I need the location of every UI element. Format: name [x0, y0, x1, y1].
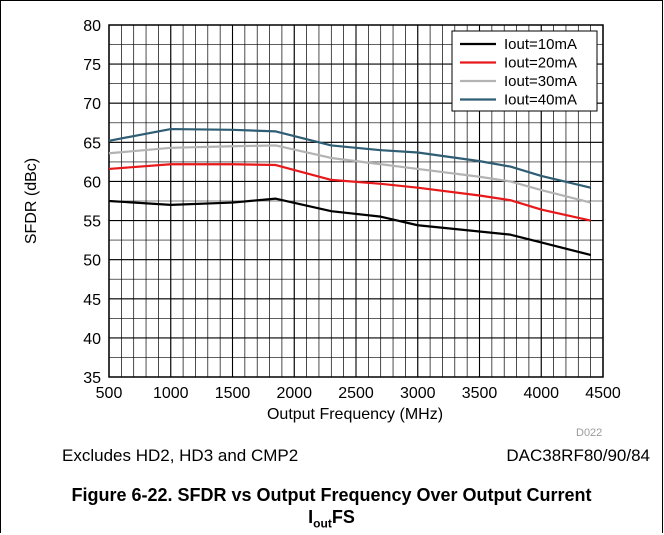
series-line-1 [108, 197, 591, 257]
y-tick-label: 70 [83, 96, 101, 113]
legend-label: Iout=40mA [504, 92, 577, 109]
caption-line-2-main: I [308, 507, 314, 527]
x-tick-label: 500 [96, 385, 123, 402]
x-tick-label: 1000 [153, 385, 189, 402]
legend-label: Iout=20mA [504, 55, 577, 72]
caption-line-1: Figure 6-22. SFDR vs Output Frequency Ov… [71, 485, 592, 505]
figure-caption: Figure 6-22. SFDR vs Output Frequency Ov… [0, 484, 663, 506]
figure-caption-line-2: IoutFS [0, 506, 663, 535]
device-part-numbers: DAC38RF80/90/84 [506, 446, 650, 465]
y-tick-label: 45 [83, 292, 101, 309]
y-tick-label: 65 [83, 135, 101, 152]
series-layer [108, 127, 591, 257]
series-line-4 [108, 127, 591, 189]
x-tick-label: 3000 [400, 385, 436, 402]
caption-line-2-tail: FS [331, 507, 355, 527]
sfdr-chart: 500 1000 1500 2000 2500 3000 3500 4000 4500 35 40 4… [23, 18, 621, 423]
y-tick-label: 80 [83, 18, 101, 35]
caption-line-2-sub: out [313, 516, 332, 531]
excludes-note: Excludes HD2, HD3 and CMP2 [62, 446, 299, 465]
series-line-3 [108, 144, 591, 204]
y-tick-label: 55 [83, 214, 101, 231]
y-tick-label: 50 [83, 253, 101, 270]
x-tick-label: 4500 [585, 385, 621, 402]
legend-label: Iout=30mA [504, 73, 577, 90]
y-tick-label: 60 [83, 174, 101, 191]
y-tick-label: 75 [83, 57, 101, 74]
y-tick-label: 40 [83, 331, 101, 348]
figure-code: D022 [576, 427, 603, 439]
x-tick-label: 1500 [215, 385, 251, 402]
y-axis-label: SFDR (dBc) [23, 158, 40, 244]
x-tick-label: 4000 [523, 385, 559, 402]
y-tick-label: 35 [83, 370, 101, 387]
series-line-2 [108, 163, 591, 222]
tick-labels: 500 1000 1500 2000 2500 3000 3500 4000 4500 35 40 4… [83, 18, 621, 402]
x-tick-label: 2500 [338, 385, 374, 402]
x-tick-label: 2000 [276, 385, 312, 402]
x-tick-label: 3500 [462, 385, 498, 402]
x-axis-label: Output Frequency (MHz) [267, 406, 443, 423]
legend-label: Iout=10mA [504, 36, 577, 53]
